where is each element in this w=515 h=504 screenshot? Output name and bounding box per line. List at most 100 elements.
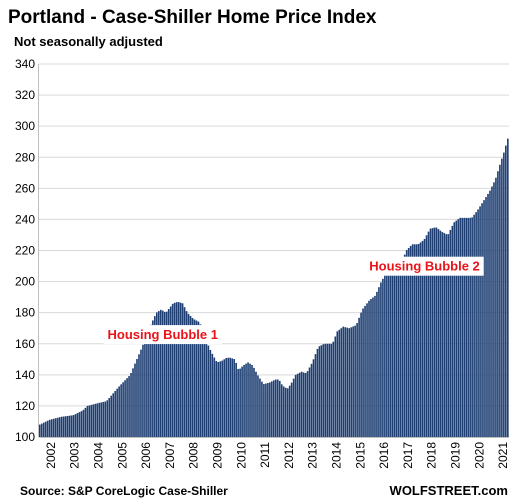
bar [159, 309, 162, 437]
bar [80, 411, 83, 437]
bar [144, 339, 146, 437]
bar [441, 232, 444, 437]
bar [88, 405, 91, 437]
bar [205, 339, 208, 437]
bar [352, 326, 354, 437]
bar [189, 315, 192, 437]
bar [344, 327, 347, 437]
y-tick-label: 200 [15, 275, 35, 289]
bar [346, 327, 349, 437]
bar [146, 334, 148, 437]
x-tick-label: 2007 [163, 442, 177, 469]
bar [439, 230, 442, 437]
annotation-background [103, 325, 222, 345]
bar [134, 363, 136, 437]
annotations: Housing Bubble 1 Housing Bubble 2 [103, 256, 484, 345]
x-tick-label: 2016 [377, 442, 391, 469]
bar [237, 368, 239, 437]
bar [50, 419, 53, 437]
y-tick-label: 320 [15, 88, 35, 102]
bar [427, 231, 430, 437]
bar [473, 214, 475, 437]
bar [423, 238, 426, 437]
x-tick-label: 2015 [353, 442, 367, 469]
bar [356, 323, 358, 437]
bar [298, 372, 301, 437]
bar [271, 381, 273, 437]
bar [54, 418, 57, 437]
bar [58, 417, 61, 437]
bar [431, 228, 434, 437]
bar [429, 228, 432, 437]
y-tick-label: 140 [15, 368, 35, 382]
bar [388, 268, 390, 437]
bar [110, 395, 113, 437]
bar [48, 419, 51, 437]
bar [276, 379, 279, 437]
bar [249, 363, 251, 437]
bar [128, 376, 130, 437]
bar [282, 386, 285, 437]
bar [376, 291, 378, 437]
bar [274, 379, 277, 437]
bar [316, 348, 319, 437]
bar [278, 380, 281, 437]
bar [253, 367, 255, 437]
bar [334, 336, 337, 437]
bar [42, 422, 45, 437]
bar [380, 282, 382, 437]
bar [390, 268, 392, 437]
x-tick-label: 2014 [329, 442, 343, 469]
bar [497, 171, 499, 438]
bar [243, 364, 245, 437]
bar [132, 368, 134, 437]
bar [187, 313, 190, 437]
bar [44, 421, 47, 437]
bar [199, 324, 202, 437]
bar [96, 403, 99, 437]
annotation-label: Housing Bubble 2 [369, 259, 480, 274]
bar [475, 212, 477, 437]
bar [273, 380, 275, 437]
source-note: Source: S&P CoreLogic Case-Shiller [20, 484, 228, 498]
bars-series [39, 138, 509, 438]
bar [409, 245, 412, 437]
bar [193, 319, 196, 437]
bar [340, 328, 343, 437]
bar [221, 360, 224, 437]
bar [489, 190, 491, 437]
bar [130, 372, 132, 437]
bar [62, 416, 65, 437]
bar [112, 393, 115, 437]
bar [108, 397, 111, 437]
bar [165, 311, 168, 437]
bar [449, 229, 452, 437]
y-tick-label: 160 [15, 337, 35, 351]
bar [195, 320, 198, 437]
bar [66, 415, 69, 437]
bar [233, 359, 235, 437]
bar [185, 311, 188, 437]
bar [507, 138, 509, 437]
x-tick-label: 2006 [139, 442, 153, 469]
y-axis-ticks: 100 120 140 160 180 200 220 240 260 280 300 320 340 [15, 57, 35, 444]
bar [485, 197, 487, 437]
bar [84, 407, 87, 437]
bar [372, 297, 374, 437]
bar [362, 308, 364, 437]
bar [447, 234, 450, 437]
bar [318, 346, 321, 437]
bar [322, 344, 325, 437]
bar [378, 287, 380, 437]
bar [368, 300, 370, 437]
bar [411, 244, 414, 437]
bar [397, 266, 400, 437]
bar [156, 312, 158, 437]
bar [219, 361, 222, 437]
bar [479, 206, 481, 437]
bar [140, 349, 142, 437]
bar [161, 310, 164, 437]
x-tick-label: 2009 [210, 442, 224, 469]
bar [136, 358, 138, 437]
bar [64, 416, 67, 437]
